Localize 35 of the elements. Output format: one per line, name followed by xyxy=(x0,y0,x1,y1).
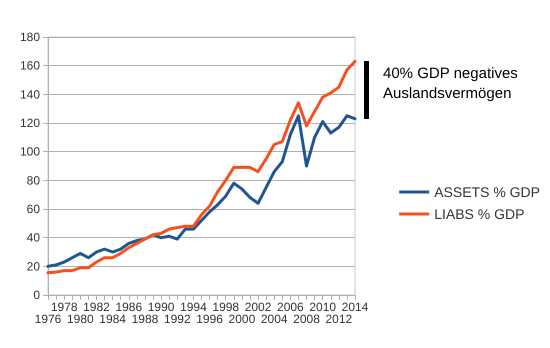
x-tick-label: 1980 xyxy=(66,312,94,326)
y-tick-label: 80 xyxy=(26,173,40,188)
y-tick-label: 0 xyxy=(33,288,40,302)
x-tick-label: 2000 xyxy=(228,312,256,326)
y-tick-label: 20 xyxy=(26,259,40,274)
x-tick-label: 1986 xyxy=(115,300,142,314)
x-tick-label: 2012 xyxy=(325,312,353,326)
x-tick-label: 1996 xyxy=(196,312,224,326)
x-tick-label: 1978 xyxy=(50,300,78,314)
y-tick-label: 140 xyxy=(20,87,40,102)
x-tick-label: 2002 xyxy=(244,300,272,314)
x-tick-label: 1994 xyxy=(180,300,208,314)
x-tick-label: 2006 xyxy=(277,300,304,314)
x-tick-label: 2010 xyxy=(309,300,336,314)
y-tick-label: 40 xyxy=(26,230,40,245)
x-tick-label: 1992 xyxy=(164,312,191,326)
x-tick-label: 1976 xyxy=(34,312,62,326)
x-tick-label: 2014 xyxy=(342,300,369,314)
x-tick-label: 2004 xyxy=(260,312,288,326)
y-tick-label: 60 xyxy=(26,202,40,216)
x-tick-label: 1982 xyxy=(83,300,110,314)
y-tick-label: 100 xyxy=(20,144,40,159)
line-series xyxy=(46,60,356,274)
y-tick-label: 160 xyxy=(20,58,40,73)
line-series xyxy=(46,114,356,268)
x-tick-label: 1984 xyxy=(99,312,126,326)
x-tick-label: 1998 xyxy=(212,300,240,314)
y-tick-label: 180 xyxy=(20,30,40,44)
x-tick-label: 1990 xyxy=(148,300,175,314)
y-tick-label: 120 xyxy=(20,116,40,130)
x-tick-label: 1988 xyxy=(132,312,159,326)
text: 40% GDP negatives Auslandsvermögen xyxy=(383,64,519,104)
legend-label: LIABS % GDP xyxy=(434,206,524,222)
x-tick-label: 2008 xyxy=(293,312,320,326)
legend-label: ASSETS % GDP xyxy=(434,184,540,200)
